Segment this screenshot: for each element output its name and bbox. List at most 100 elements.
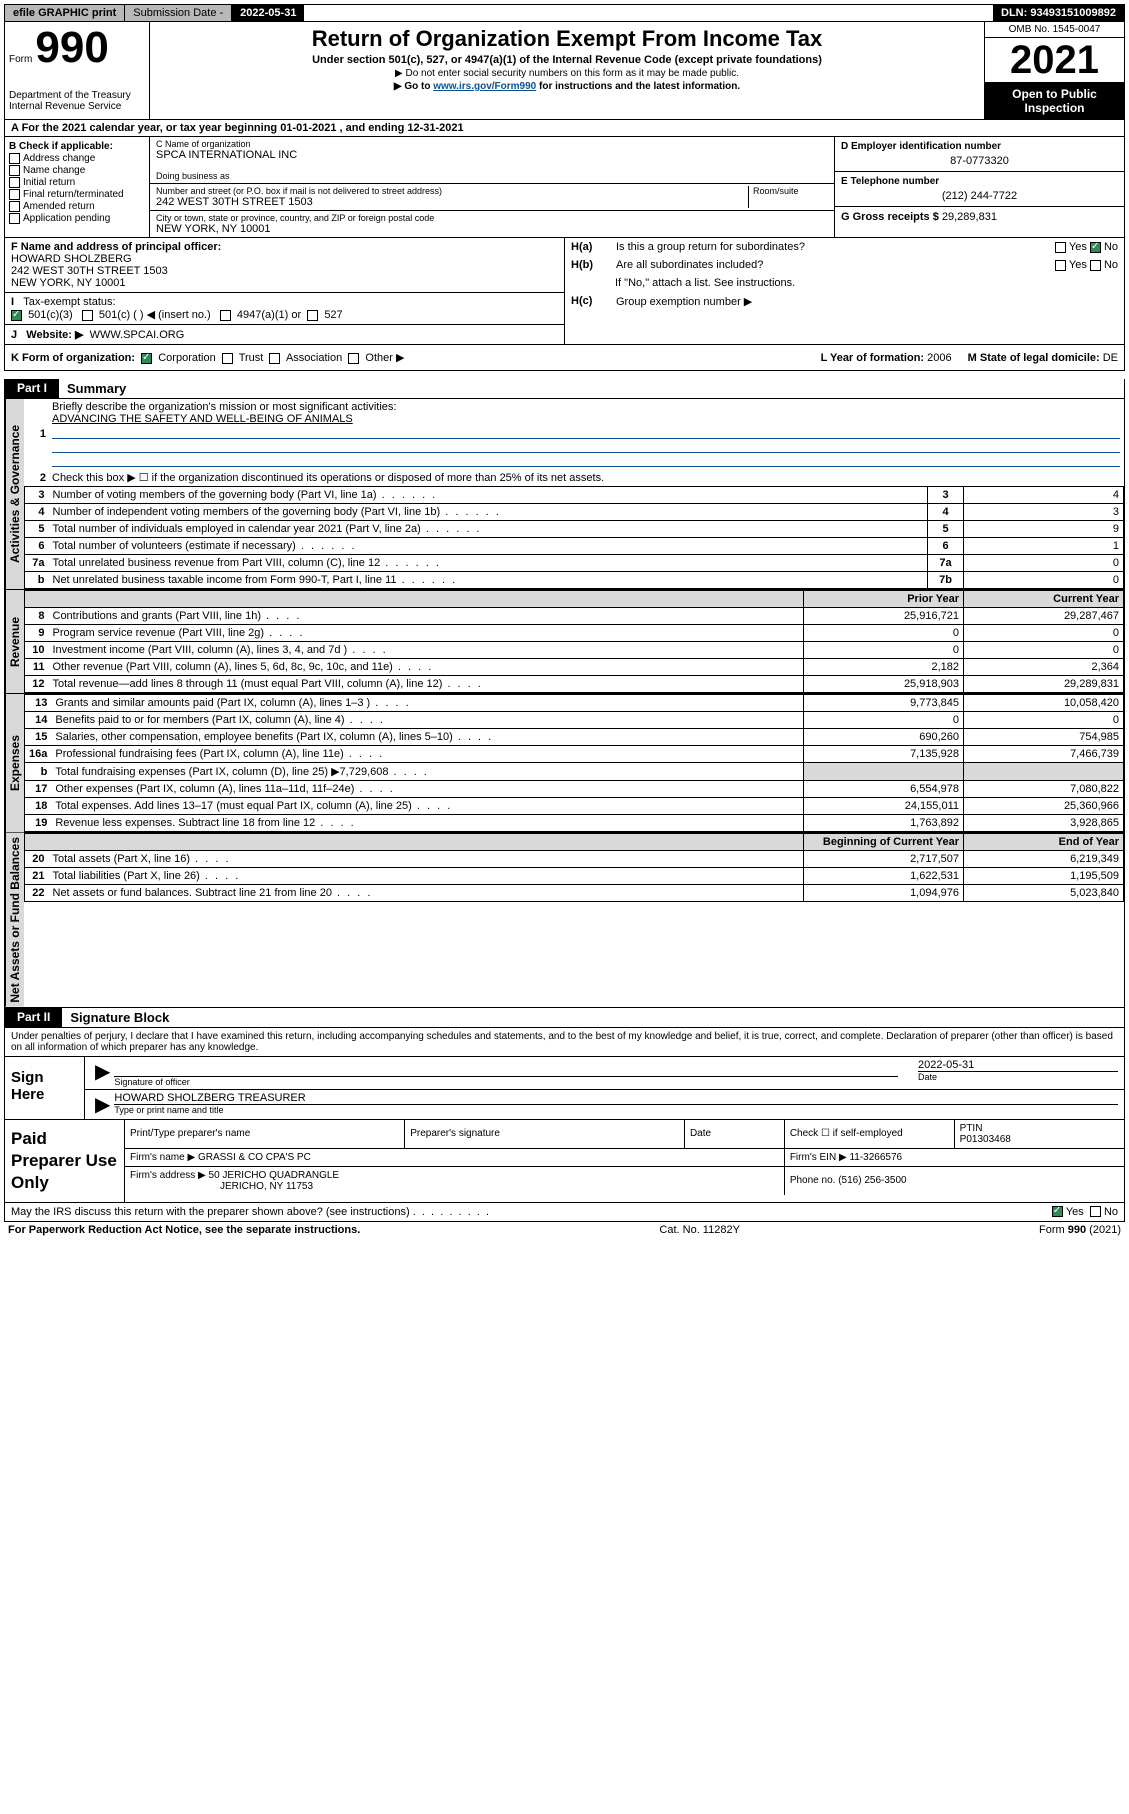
hb-note-row: If "No," attach a list. See instructions… — [565, 274, 1124, 292]
netassets-table: Beginning of Current YearEnd of Year20To… — [24, 833, 1124, 902]
addr-val: 242 WEST 30TH STREET 1503 — [156, 196, 748, 208]
chk-final-return[interactable]: Final return/terminated — [9, 189, 145, 200]
vlabel-revenue: Revenue — [5, 590, 24, 693]
tax-year: 2021 — [985, 38, 1124, 83]
form-subtitle1: Under section 501(c), 527, or 4947(a)(1)… — [158, 54, 976, 66]
section-revenue: Revenue Prior YearCurrent Year8Contribut… — [5, 590, 1124, 694]
org-name-cell: C Name of organization SPCA INTERNATIONA… — [150, 137, 834, 184]
chk-501c3[interactable] — [11, 310, 22, 321]
sig-officer-row: ▶ Signature of officer 2022-05-31 Date — [85, 1057, 1124, 1090]
dept-treasury: Department of the Treasury Internal Reve… — [9, 90, 145, 112]
discuss-yes-chk[interactable] — [1052, 1206, 1063, 1217]
table-header-row: Beginning of Current YearEnd of Year — [25, 834, 1124, 851]
table-row: 20Total assets (Part X, line 16) . . . .… — [25, 851, 1124, 868]
city-lbl: City or town, state or province, country… — [156, 213, 828, 223]
chk-initial-return[interactable]: Initial return — [9, 177, 145, 188]
table-header-row: Prior YearCurrent Year — [25, 591, 1124, 608]
top-bar: efile GRAPHIC print Submission Date - 20… — [4, 4, 1125, 22]
firm-phone-val: (516) 256-3500 — [838, 1175, 906, 1186]
part1-tag: Part I — [5, 379, 59, 398]
table-row: 8Contributions and grants (Part VIII, li… — [25, 608, 1124, 625]
hc-row: H(c) Group exemption number ▶ — [565, 292, 1124, 311]
k-lbl: K Form of organization: — [11, 352, 135, 364]
ha-no-chk[interactable] — [1090, 242, 1101, 253]
discuss-txt: May the IRS discuss this return with the… — [11, 1206, 410, 1218]
signer-name-lbl: Type or print name and title — [114, 1105, 1118, 1115]
chk-4947[interactable] — [220, 310, 231, 321]
m-val: DE — [1103, 352, 1118, 364]
table-row: 3Number of voting members of the governi… — [25, 487, 1124, 504]
chk-trust[interactable] — [222, 353, 233, 364]
part1-title-txt: Summary — [59, 379, 134, 398]
ha-yes-chk[interactable] — [1055, 242, 1066, 253]
chk-lbl: Address change — [23, 153, 95, 164]
hc-txt: Group exemption number ▶ — [616, 295, 752, 308]
efile-button[interactable]: efile GRAPHIC print — [5, 5, 125, 21]
hb-no-chk[interactable] — [1090, 260, 1101, 271]
f-addr2: NEW YORK, NY 10001 — [11, 277, 126, 289]
sig-lbl: Signature of officer — [114, 1077, 898, 1087]
discuss-no-chk[interactable] — [1090, 1206, 1101, 1217]
ha-row: H(a) Is this a group return for subordin… — [565, 238, 1124, 256]
sub-date-lbl: Submission Date - — [133, 7, 223, 19]
table-row: 4Number of independent voting members of… — [25, 504, 1124, 521]
no-lbl: No — [1104, 1206, 1118, 1218]
chk-application-pending[interactable]: Application pending — [9, 213, 145, 224]
ptin-lbl: PTIN — [960, 1123, 983, 1134]
hb-yes-chk[interactable] — [1055, 260, 1066, 271]
form-word: Form — [9, 54, 32, 65]
no-lbl: No — [1104, 241, 1118, 253]
opt-527: 527 — [324, 309, 342, 321]
form-subtitle3: ▶ Go to www.irs.gov/Form990 for instruct… — [158, 81, 976, 92]
org-name-lbl: C Name of organization — [156, 139, 828, 149]
table-row: 17Other expenses (Part IX, column (A), l… — [25, 781, 1124, 798]
row-k: K Form of organization: Corporation Trus… — [11, 351, 821, 364]
form-subtitle2: ▶ Do not enter social security numbers o… — [158, 68, 976, 79]
chk-association[interactable] — [269, 353, 280, 364]
dba-lbl: Doing business as — [156, 171, 828, 181]
table-row: 18Total expenses. Add lines 13–17 (must … — [25, 798, 1124, 815]
m-lbl: M State of legal domicile: — [968, 352, 1103, 364]
addr-lbl: Number and street (or P.O. box if mail i… — [156, 186, 748, 196]
arrow-icon: ▶ — [91, 1059, 114, 1087]
hb-row: H(b) Are all subordinates included? Yes … — [565, 256, 1124, 274]
chk-527[interactable] — [307, 310, 318, 321]
l-cell: L Year of formation: 2006 — [821, 352, 952, 364]
section-expenses: Expenses 13Grants and similar amounts pa… — [5, 694, 1124, 833]
chk-other[interactable] — [348, 353, 359, 364]
chk-amended-return[interactable]: Amended return — [9, 201, 145, 212]
form-header: Form 990 Department of the Treasury Inte… — [4, 22, 1125, 120]
i-txt: Tax-exempt status: — [23, 296, 115, 308]
irs-link[interactable]: www.irs.gov/Form990 — [433, 81, 536, 92]
header-right: OMB No. 1545-0047 2021 Open to Public In… — [984, 22, 1124, 119]
table-row: 5Total number of individuals employed in… — [25, 521, 1124, 538]
block-fh: F Name and address of principal officer:… — [4, 238, 1125, 345]
chk-lbl: Application pending — [23, 213, 110, 224]
hb-txt: Are all subordinates included? — [616, 259, 763, 271]
section-netassets: Net Assets or Fund Balances Beginning of… — [5, 833, 1124, 1007]
discuss-row: May the IRS discuss this return with the… — [4, 1203, 1125, 1222]
chk-address-change[interactable]: Address change — [9, 153, 145, 164]
phone-val: (212) 244-7722 — [841, 190, 1118, 202]
table-row: 16aProfessional fundraising fees (Part I… — [25, 746, 1124, 763]
submission-date-label: Submission Date - — [125, 5, 232, 21]
signer-name: HOWARD SHOLZBERG TREASURER — [114, 1092, 1118, 1105]
chk-lbl: Initial return — [23, 177, 75, 188]
chk-501c[interactable] — [82, 310, 93, 321]
part2-title: Part II Signature Block — [4, 1008, 1125, 1028]
chk-corporation[interactable] — [141, 353, 152, 364]
ein-cell: D Employer identification number 87-0773… — [835, 137, 1124, 172]
chk-lbl: Amended return — [23, 201, 95, 212]
l-val: 2006 — [927, 352, 951, 364]
row-j: J Website: ▶ WWW.SPCAI.ORG — [5, 325, 564, 344]
table-row: 6Total number of volunteers (estimate if… — [25, 538, 1124, 555]
chk-name-change[interactable]: Name change — [9, 165, 145, 176]
sig-date-lbl: Date — [918, 1072, 1118, 1082]
table-row: 22Net assets or fund balances. Subtract … — [25, 885, 1124, 902]
firm-ein-val: 11-3266576 — [849, 1152, 902, 1163]
part2-tag: Part II — [5, 1008, 62, 1027]
ein-val: 87-0773320 — [841, 155, 1118, 167]
signature-line[interactable] — [114, 1059, 898, 1077]
prep-h4a: Check ☐ if self-employed — [784, 1120, 954, 1149]
gross-cell: G Gross receipts $ 29,289,831 — [835, 207, 1124, 227]
